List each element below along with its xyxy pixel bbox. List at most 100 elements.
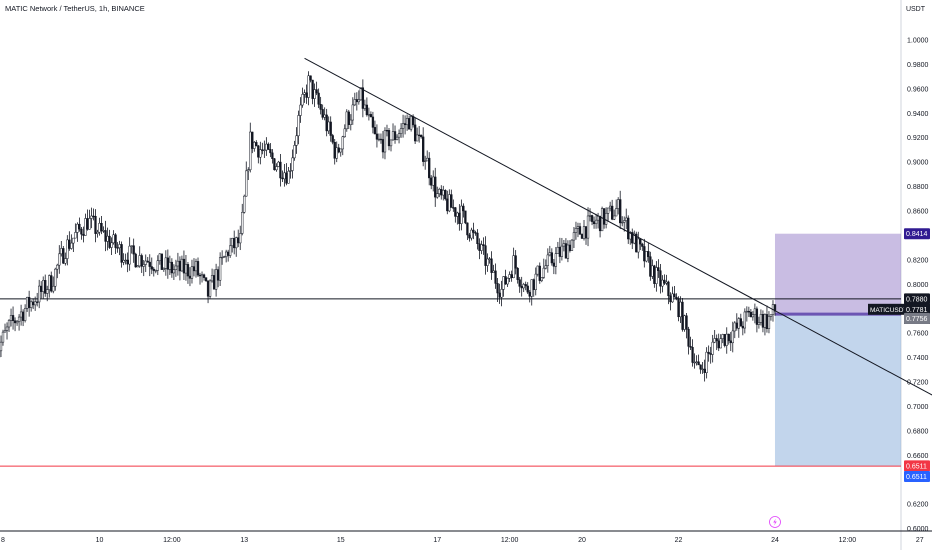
- candle-body: [229, 245, 232, 256]
- candle-body: [665, 281, 668, 284]
- candle-body: [516, 267, 519, 280]
- candle-body: [490, 258, 493, 273]
- candle-body: [86, 218, 89, 230]
- candle-body: [150, 266, 153, 270]
- candle-body: [747, 310, 751, 313]
- candle-body: [192, 266, 196, 272]
- candle-body: [639, 238, 642, 245]
- candle-body: [130, 245, 133, 247]
- candle-body: [253, 142, 256, 149]
- candle-body: [751, 314, 755, 318]
- candle-body: [70, 242, 73, 249]
- y-tick-label: 0.8800: [907, 184, 929, 191]
- candle-body: [263, 149, 266, 152]
- candle-body: [701, 368, 704, 371]
- candle-body: [600, 208, 604, 232]
- candle-body: [106, 235, 109, 242]
- currency-label: USDT: [905, 6, 925, 13]
- y-tick-label: 0.8200: [907, 257, 929, 264]
- candle-body: [134, 253, 137, 268]
- candle-body: [200, 274, 204, 277]
- candle-body: [649, 256, 652, 277]
- candle-body: [446, 198, 449, 212]
- candle-body: [110, 242, 113, 248]
- candle-body: [663, 279, 666, 284]
- candle-body: [239, 233, 242, 244]
- candle-body: [615, 208, 618, 217]
- profit-zone: [774, 233, 901, 315]
- candle-body: [625, 217, 628, 221]
- candle-body: [741, 325, 744, 329]
- candle-body: [7, 320, 11, 328]
- lightning-bolt: [773, 518, 777, 526]
- candle-body: [669, 295, 672, 303]
- candle-body: [554, 253, 558, 267]
- candle-body: [703, 368, 706, 373]
- candle-body: [508, 274, 511, 279]
- stop-price-tag-bottom: [904, 471, 930, 483]
- candle-body: [269, 149, 272, 154]
- candle-body: [721, 334, 724, 339]
- candle-body: [442, 189, 445, 196]
- candle-body: [397, 133, 401, 138]
- x-tick-label: 12:00: [839, 537, 857, 544]
- candle-body: [80, 228, 83, 235]
- y-tick-label: 0.7600: [907, 331, 929, 338]
- candle-body: [261, 149, 264, 151]
- candle-body: [32, 301, 35, 306]
- trendline: [304, 57, 932, 396]
- candle-body: [436, 193, 439, 198]
- candle-body: [383, 130, 387, 153]
- candle-body: [140, 255, 143, 267]
- candle-body: [536, 265, 539, 275]
- candle-body: [363, 104, 367, 109]
- symbol-tag: [868, 303, 904, 315]
- candle-body: [202, 274, 206, 278]
- candle-body: [454, 207, 457, 217]
- entry-price-tag-text: 0.7756: [906, 316, 928, 323]
- candle-body: [369, 114, 373, 118]
- candle-body: [411, 116, 415, 126]
- candle-body: [373, 127, 377, 135]
- candle-body: [598, 215, 602, 232]
- x-tick-label: 13: [240, 537, 248, 544]
- candle-body: [82, 233, 85, 236]
- candle-body: [606, 207, 610, 214]
- candle-body: [208, 280, 212, 297]
- candle-body: [126, 259, 129, 265]
- candle-body: [655, 267, 658, 284]
- candle-body: [265, 143, 268, 151]
- candle-body: [681, 301, 684, 330]
- candle-body: [627, 217, 630, 240]
- x-tick-label: 22: [675, 537, 683, 544]
- candle-body: [452, 207, 455, 209]
- candle-body: [158, 253, 161, 261]
- candle-body: [17, 316, 21, 322]
- candle-body: [506, 278, 509, 285]
- target-price-tag: [904, 228, 930, 240]
- candle-body: [379, 138, 383, 141]
- candle-body: [659, 270, 662, 287]
- candle-body: [667, 281, 670, 297]
- candle-body: [66, 239, 69, 259]
- candle-body: [23, 308, 27, 321]
- candle-body: [562, 243, 566, 247]
- x-tick-label: 15: [337, 537, 345, 544]
- candle-body: [570, 239, 574, 251]
- candle-body: [190, 266, 194, 279]
- candle-body: [277, 161, 280, 167]
- candle-body: [486, 258, 489, 266]
- candle-body: [715, 338, 718, 342]
- candle-body: [389, 139, 393, 147]
- candle-body: [518, 279, 521, 287]
- candle-body: [566, 244, 570, 259]
- candle-body: [468, 234, 471, 239]
- y-tick-label: 0.7000: [907, 404, 929, 411]
- candle-body: [361, 87, 365, 109]
- candle-body: [25, 297, 29, 309]
- candle-body: [617, 199, 620, 209]
- candle-body: [462, 205, 465, 212]
- candle-body: [608, 205, 612, 209]
